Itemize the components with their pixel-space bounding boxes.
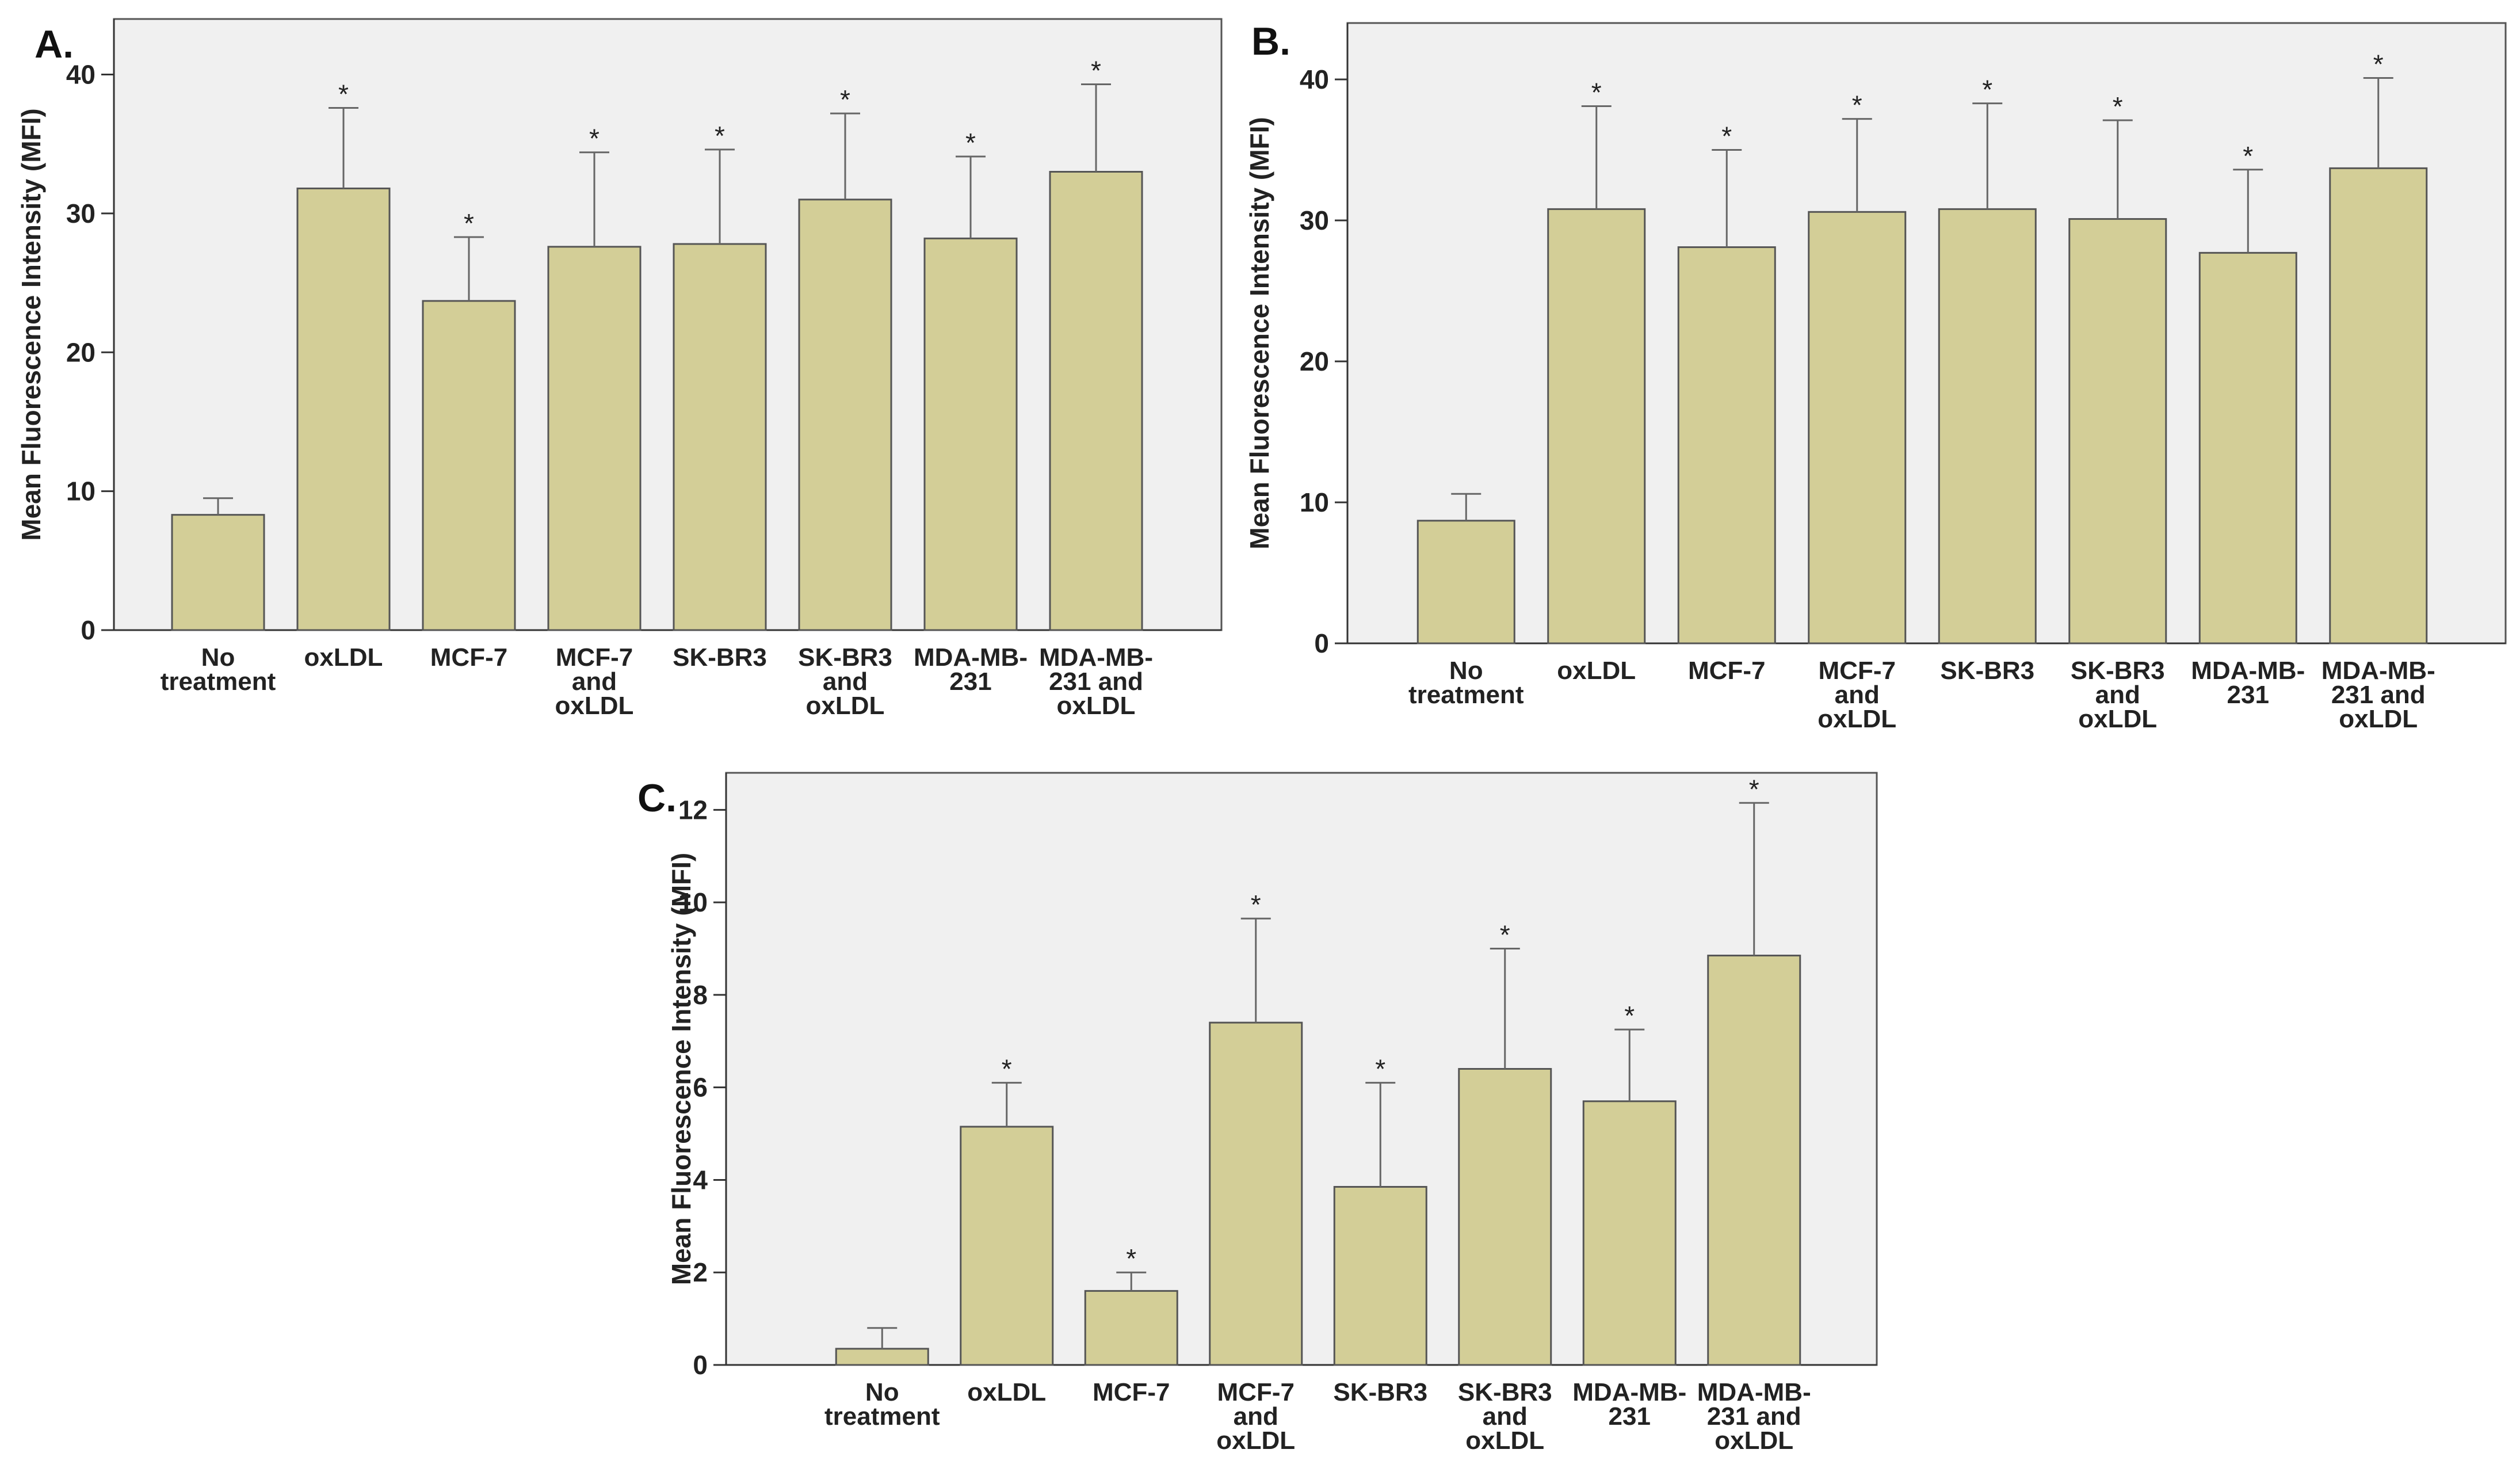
x-tick-label: oxLDL xyxy=(1557,657,1636,685)
bar xyxy=(1416,520,1515,644)
y-tick-label: 0 xyxy=(1314,628,1329,658)
x-tick-label: oxLDL xyxy=(967,1378,1046,1406)
bar xyxy=(835,1348,929,1366)
significance-marker: * xyxy=(338,79,349,109)
y-tick-label: 10 xyxy=(1300,487,1329,517)
y-tick-label: 40 xyxy=(1300,64,1329,94)
y-axis-title: Mean Fluorescence Intensity (MFI) xyxy=(666,853,696,1285)
x-tick-label: MDA-MB-231 xyxy=(914,643,1028,696)
significance-marker: * xyxy=(2243,141,2253,171)
significance-marker: * xyxy=(1091,55,1101,85)
significance-marker: * xyxy=(1126,1244,1136,1273)
chart-panel-1: 0 10 20 30 40 Mean Fluorescence Intensity (MF… xyxy=(16,18,1223,720)
bar xyxy=(1808,211,1907,644)
y-tick-label: 8 xyxy=(693,980,708,1010)
x-tick-label: MCF-7 xyxy=(430,643,507,672)
y-tick-label: 12 xyxy=(678,795,708,825)
bar xyxy=(1582,1100,1677,1366)
y-axis-title: Mean Fluorescence Intensity (MFI) xyxy=(1244,117,1274,549)
significance-marker: * xyxy=(1982,75,1992,105)
y-tick-label: 4 xyxy=(693,1165,708,1195)
significance-marker: * xyxy=(1500,920,1510,949)
x-tick-label: MDA-MB-231 and oxLDL xyxy=(1039,643,1153,720)
bar xyxy=(1049,171,1143,631)
y-tick-label: 20 xyxy=(66,337,96,367)
bar xyxy=(422,300,516,631)
x-tick-label: MCF-7 and oxLDL xyxy=(1818,657,1896,733)
significance-marker: * xyxy=(1375,1054,1385,1084)
plot-area xyxy=(1346,22,2507,644)
bar xyxy=(1938,208,2037,644)
x-tick-label: MCF-7 and oxLDL xyxy=(555,643,634,720)
y-tick-label: 10 xyxy=(66,476,96,506)
significance-marker: * xyxy=(464,208,474,238)
x-tick-label: SK-BR3 and oxLDL xyxy=(2071,657,2165,733)
bar xyxy=(923,237,1018,631)
y-tick-label: 10 xyxy=(678,887,708,917)
y-tick-label: 40 xyxy=(66,60,96,90)
significance-marker: * xyxy=(1852,90,1862,120)
significance-marker: * xyxy=(1749,774,1759,804)
bar xyxy=(2329,167,2428,644)
bar xyxy=(1084,1290,1178,1366)
bar xyxy=(1677,246,1776,644)
significance-marker: * xyxy=(1591,78,1602,108)
significance-marker: * xyxy=(2373,49,2384,79)
x-tick-label: No treatment xyxy=(824,1378,940,1431)
bar xyxy=(960,1126,1054,1366)
panel-label: A. xyxy=(35,22,74,66)
x-tick-label: No treatment xyxy=(161,643,276,696)
bar xyxy=(1547,208,1646,644)
y-tick-label: 6 xyxy=(693,1073,708,1103)
x-tick-label: oxLDL xyxy=(304,643,383,672)
x-tick-label: MDA-MB-231 and oxLDL xyxy=(2322,657,2435,733)
significance-marker: * xyxy=(1002,1054,1012,1084)
y-tick-label: 30 xyxy=(66,199,96,228)
chart-panel-2: 0 10 20 30 40 Mean Fluorescence Intensity (MF… xyxy=(1244,20,2507,733)
x-tick-label: SK-BR3 xyxy=(673,643,767,672)
y-axis-title: Mean Fluorescence Intensity (MFI) xyxy=(16,108,46,540)
bar xyxy=(171,514,265,631)
y-tick-label: 0 xyxy=(693,1350,708,1380)
bar xyxy=(1707,955,1801,1366)
bar xyxy=(798,199,892,631)
x-tick-label: SK-BR3 xyxy=(1940,657,2034,685)
y-tick-label: 30 xyxy=(1300,205,1329,235)
bar xyxy=(296,187,391,631)
x-tick-label: SK-BR3 and oxLDL xyxy=(798,643,892,720)
panel-label: B. xyxy=(1251,20,1290,63)
significance-marker: * xyxy=(589,124,600,154)
significance-marker: * xyxy=(965,128,976,158)
x-tick-label: MCF-7 xyxy=(1093,1378,1170,1406)
significance-marker: * xyxy=(1251,890,1261,920)
significance-marker: * xyxy=(1624,1001,1635,1031)
x-tick-label: MCF-7 and oxLDL xyxy=(1216,1378,1295,1455)
x-tick-label: MDA-MB-231 xyxy=(2191,657,2305,709)
panel-label: C. xyxy=(637,776,677,820)
x-tick-label: SK-BR3 xyxy=(1333,1378,1427,1406)
chart-panel-3: 0 2 4 6 8 10 12 Mean Fluorescence Intensity (MF… xyxy=(637,772,1878,1455)
significance-marker: * xyxy=(2113,91,2123,121)
y-tick-label: 0 xyxy=(81,615,96,645)
y-tick-label: 20 xyxy=(1300,346,1329,376)
bar xyxy=(673,243,767,631)
significance-marker: * xyxy=(840,85,850,115)
y-tick-label: 2 xyxy=(693,1257,708,1287)
bar xyxy=(1209,1021,1303,1366)
x-tick-label: MDA-MB-231 and oxLDL xyxy=(1697,1378,1811,1455)
bar xyxy=(1458,1068,1552,1366)
x-tick-label: No treatment xyxy=(1408,657,1524,709)
significance-marker: * xyxy=(715,121,725,151)
x-tick-label: MDA-MB-231 xyxy=(1572,1378,1686,1431)
significance-marker: * xyxy=(1721,121,1732,151)
x-tick-label: MCF-7 xyxy=(1688,657,1765,685)
bar xyxy=(2068,218,2167,644)
bar xyxy=(547,246,642,631)
bar xyxy=(2198,251,2297,644)
bar xyxy=(1333,1185,1427,1366)
x-tick-label: SK-BR3 and oxLDL xyxy=(1458,1378,1552,1455)
